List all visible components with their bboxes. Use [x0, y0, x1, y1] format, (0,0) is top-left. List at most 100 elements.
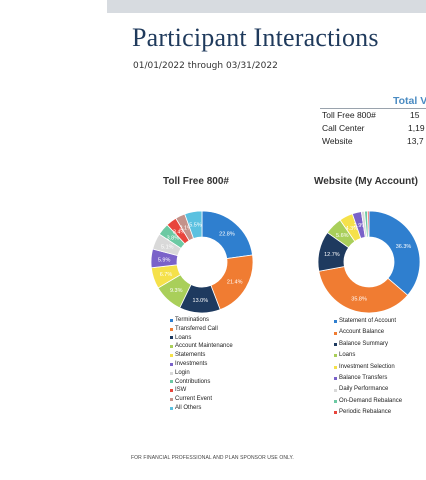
legend-item: Login: [170, 369, 233, 378]
donut-data-label: 5.6%: [336, 233, 349, 239]
legend-item: Periodic Rebalance: [334, 407, 402, 418]
donut-data-label: 13.0%: [193, 298, 209, 304]
legend-item: Balance Summary: [334, 339, 402, 350]
donut-data-label: 4.3%: [346, 226, 359, 232]
donut-data-label: 6.7%: [160, 272, 173, 278]
chart-title-website: Website (My Account): [314, 176, 418, 187]
legend-label: ISW: [175, 387, 187, 394]
legend-swatch: [334, 365, 337, 369]
legend-label: Balance Summary: [339, 340, 389, 347]
legend-item: Account Maintenance: [170, 342, 233, 351]
legend-label: Balance Transfers: [339, 375, 388, 382]
legend-swatch: [170, 362, 173, 366]
row-value: 15: [410, 110, 420, 120]
legend-item: Balance Transfers: [334, 373, 402, 384]
legend-label: Contributions: [175, 378, 211, 385]
legend-swatch: [170, 327, 173, 331]
website-legend: Statement of Account Account Balance Balan…: [334, 316, 402, 419]
legend-label: Investment Selection: [339, 363, 395, 370]
legend-label: Current Event: [175, 396, 213, 403]
table-rule: [320, 108, 426, 109]
legend-swatch: [170, 336, 173, 340]
legend-item: All Others: [170, 404, 233, 413]
table-row: Call Center 1,19: [322, 123, 426, 135]
donut-data-label: 36.3%: [396, 244, 412, 250]
donut-slice-all-others: [184, 210, 203, 239]
row-label: Toll Free 800#: [322, 110, 376, 120]
donut-data-label: 5.1%: [161, 245, 174, 251]
donut-slice-statement-of-account: [368, 210, 421, 296]
donut-data-label: 35.8%: [351, 297, 367, 303]
legend-label: Investments: [175, 360, 208, 367]
row-label: Call Center: [322, 123, 365, 133]
donut-slice-account-balance: [318, 266, 409, 314]
legend-item: Loans: [334, 350, 402, 361]
legend-label: Daily Performance: [339, 386, 389, 393]
legend-item: Terminations: [170, 316, 233, 325]
row-label: Website: [322, 136, 353, 146]
legend-item: Loans: [170, 334, 233, 343]
table-row: Toll Free 800# 15: [322, 110, 426, 122]
donut-data-label: 9.3%: [170, 288, 183, 294]
legend-label: Transferred Call: [175, 325, 218, 332]
row-value: 1,19: [408, 123, 425, 133]
legend-item: Statements: [170, 351, 233, 360]
legend-label: Login: [175, 369, 190, 376]
legend-item: Account Balance: [334, 327, 402, 338]
legend-swatch: [170, 345, 173, 349]
legend-swatch: [334, 411, 337, 415]
legend-label: Statements: [175, 352, 206, 359]
table-row: Website 13,7: [322, 136, 426, 148]
donut-data-label: 3.4%: [173, 230, 186, 236]
legend-label: On-Demand Rebalance: [339, 397, 403, 404]
legend-swatch: [170, 318, 173, 322]
legend-swatch: [170, 389, 173, 393]
donut-data-label: 5.9%: [158, 257, 171, 263]
page-title: Participant Interactions: [132, 23, 379, 52]
donut-data-label: 5.5%: [189, 223, 202, 229]
legend-label: Account Balance: [339, 329, 385, 336]
legend-item: On-Demand Rebalance: [334, 396, 402, 407]
donut-data-label: 3.8%: [167, 236, 180, 242]
legend-item: Investment Selection: [334, 362, 402, 373]
legend-label: Loans: [339, 352, 356, 359]
footer-disclaimer: FOR FINANCIAL PROFESSIONAL AND PLAN SPON…: [131, 455, 294, 461]
date-range: 01/01/2022 through 03/31/2022: [133, 61, 278, 71]
donut-data-label: 12.7%: [324, 252, 340, 258]
legend-swatch: [334, 377, 337, 381]
legend-item: Statement of Account: [334, 316, 402, 327]
legend-label: Account Maintenance: [175, 343, 233, 350]
legend-swatch: [170, 371, 173, 375]
top-bar: [107, 0, 426, 13]
legend-item: ISW: [170, 386, 233, 395]
legend-label: Periodic Rebalance: [339, 409, 392, 416]
toll-free-donut-chart: 22.8% 21.4% 13.0% 9.3% 6.7% 5.9% 5.1% 3.8%3.4%3…: [150, 210, 254, 314]
legend-item: Daily Performance: [334, 384, 402, 395]
chart-title-toll-free: Toll Free 800#: [163, 176, 229, 187]
row-value: 13,7: [407, 136, 424, 146]
legend-item: Investments: [170, 360, 233, 369]
legend-label: Statement of Account: [339, 318, 397, 324]
legend-swatch: [170, 398, 173, 402]
legend-item: Contributions: [170, 378, 233, 387]
legend-label: All Others: [175, 404, 202, 411]
donut-slice-periodic-rebalance: [366, 210, 370, 238]
legend-swatch: [334, 331, 337, 335]
legend-swatch: [170, 406, 173, 410]
donut-data-label: 21.4%: [227, 279, 243, 285]
legend-swatch: [334, 400, 337, 404]
legend-swatch: [334, 343, 337, 347]
donut-data-label: 3.1%: [179, 226, 192, 232]
legend-swatch: [170, 380, 173, 384]
legend-label: Terminations: [175, 317, 210, 323]
legend-swatch: [334, 320, 337, 324]
toll-free-legend: Terminations Transferred Call Loans Account…: [170, 316, 233, 413]
legend-swatch: [334, 354, 337, 358]
legend-item: Transferred Call: [170, 325, 233, 334]
legend-swatch: [334, 388, 337, 392]
website-donut-chart: 36.3% 35.8% 12.7% 5.6%4.3%2.9%: [317, 210, 421, 314]
legend-item: Current Event: [170, 395, 233, 404]
total-column-header: Total V: [393, 95, 426, 107]
legend-swatch: [170, 354, 173, 358]
donut-data-label: 22.8%: [219, 231, 235, 237]
